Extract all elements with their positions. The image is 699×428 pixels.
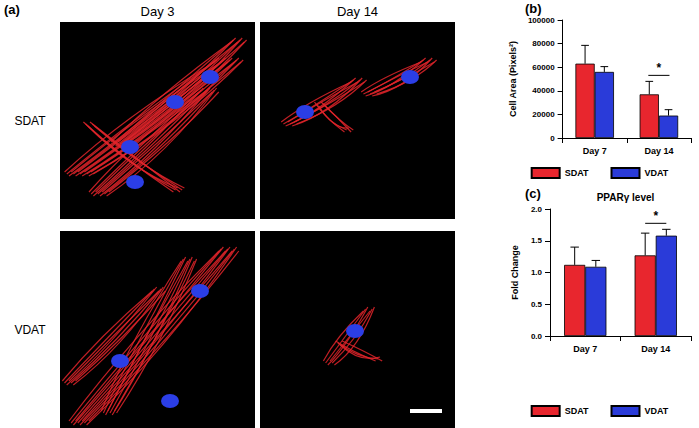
html-text:Day 3: Day 3 <box>140 3 175 19</box>
svg-text:VDAT: VDAT <box>645 168 669 178</box>
html-text:SDAT: SDAT <box>14 113 46 128</box>
svg-text:Cell Area (Pixels²): Cell Area (Pixels²) <box>508 41 518 117</box>
svg-text:1.5: 1.5 <box>531 236 543 245</box>
html-text:VDAT: VDAT <box>14 322 46 337</box>
svg-text:2.0: 2.0 <box>531 205 543 214</box>
html-text:(a): (a) <box>4 2 20 17</box>
svg-text:PPARγ level: PPARγ level <box>597 192 655 203</box>
svg-text:SDAT: SDAT <box>565 406 589 416</box>
svg-text:Day 14: Day 14 <box>644 146 673 156</box>
svg-text:*: * <box>657 61 662 75</box>
svg-text:*: * <box>653 209 658 223</box>
svg-text:Day 14: Day 14 <box>641 344 670 354</box>
html-text:Day 14: Day 14 <box>336 3 379 19</box>
svg-text:20000: 20000 <box>532 110 555 119</box>
svg-text:80000: 80000 <box>532 39 555 48</box>
svg-text:1.0: 1.0 <box>531 268 543 277</box>
svg-text:0: 0 <box>550 134 555 143</box>
svg-text:(c): (c) <box>525 186 541 201</box>
svg-text:60000: 60000 <box>532 63 555 72</box>
svg-text:0.0: 0.0 <box>531 332 543 341</box>
svg-text:40000: 40000 <box>532 86 555 95</box>
svg-text:(b): (b) <box>525 1 542 16</box>
svg-text:Fold Change: Fold Change <box>510 245 520 300</box>
svg-text:Day 7: Day 7 <box>573 344 597 354</box>
svg-text:VDAT: VDAT <box>645 406 669 416</box>
svg-text:100000: 100000 <box>528 16 555 25</box>
svg-text:0.5: 0.5 <box>531 300 543 309</box>
svg-text:SDAT: SDAT <box>565 168 589 178</box>
svg-text:Day 7: Day 7 <box>583 146 607 156</box>
